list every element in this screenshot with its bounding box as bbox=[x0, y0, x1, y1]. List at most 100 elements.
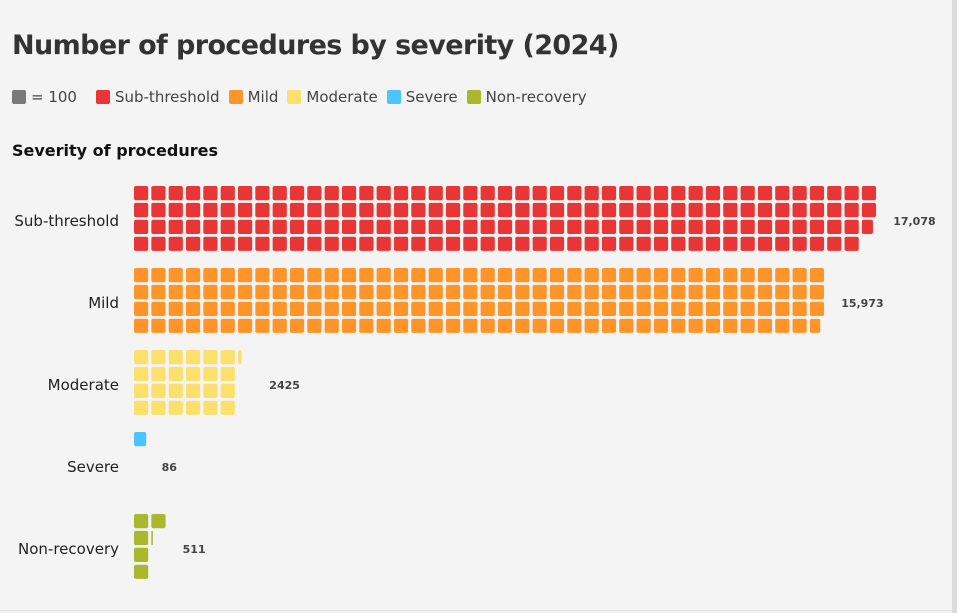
waffle-square bbox=[497, 318, 513, 333]
waffle-square bbox=[272, 284, 287, 300]
waffle-square bbox=[792, 318, 807, 333]
waffle-square bbox=[203, 301, 218, 316]
waffle-square bbox=[237, 219, 253, 234]
waffle-square bbox=[185, 383, 201, 398]
waffle-square bbox=[134, 530, 149, 546]
category-label-moderate: Moderate bbox=[48, 376, 119, 394]
value-label-severe: 86 bbox=[162, 461, 178, 474]
waffle-square bbox=[134, 236, 149, 251]
waffle-square bbox=[515, 284, 530, 300]
waffle-square bbox=[549, 202, 565, 218]
category-label-mild: Mild bbox=[88, 294, 119, 312]
waffle-square bbox=[237, 202, 253, 218]
waffle-square bbox=[549, 268, 565, 283]
waffle-square bbox=[255, 219, 270, 234]
waffle-square bbox=[393, 219, 409, 234]
value-label-moderate: 2425 bbox=[269, 379, 300, 392]
waffle-square bbox=[428, 301, 443, 316]
waffle-square bbox=[255, 202, 270, 218]
waffle-square bbox=[636, 301, 651, 316]
waffle-square bbox=[445, 236, 461, 251]
waffle-square bbox=[134, 219, 149, 234]
waffle-square bbox=[792, 202, 807, 218]
waffle-square bbox=[255, 268, 270, 283]
waffle-square bbox=[809, 268, 825, 283]
category-label-non-recovery: Non-recovery bbox=[18, 540, 119, 558]
legend-label-sub-threshold: Sub-threshold bbox=[114, 88, 220, 106]
waffle-square bbox=[237, 236, 253, 251]
waffle-square bbox=[584, 268, 599, 283]
waffle-square bbox=[515, 186, 530, 201]
waffle-square bbox=[168, 202, 183, 218]
waffle-square bbox=[775, 219, 790, 234]
waffle-square bbox=[532, 284, 547, 300]
waffle-square bbox=[393, 268, 409, 283]
waffle-square bbox=[237, 186, 253, 201]
waffle-square bbox=[844, 219, 859, 234]
waffle-square bbox=[289, 236, 305, 251]
waffle-square bbox=[671, 202, 686, 218]
waffle-square bbox=[203, 268, 218, 283]
waffle-square bbox=[203, 284, 218, 300]
waffle-square bbox=[688, 236, 703, 251]
waffle-square bbox=[324, 236, 339, 251]
waffle-square bbox=[220, 383, 235, 398]
waffle-square bbox=[688, 268, 703, 283]
waffle-square bbox=[567, 268, 582, 283]
waffle-square bbox=[411, 202, 426, 218]
waffle-square bbox=[272, 186, 287, 201]
waffle-square bbox=[723, 318, 738, 333]
waffle-square bbox=[601, 202, 617, 218]
waffle-square bbox=[584, 236, 599, 251]
waffle-square bbox=[185, 284, 201, 300]
waffle-square bbox=[393, 186, 409, 201]
waffle-square bbox=[653, 301, 669, 316]
waffle-square bbox=[619, 318, 634, 333]
waffle-square bbox=[584, 301, 599, 316]
waffle-square bbox=[809, 284, 825, 300]
waffle-square bbox=[653, 284, 669, 300]
waffle-square bbox=[203, 236, 218, 251]
waffle-square bbox=[688, 301, 703, 316]
legend-item-sub-threshold: Sub-threshold bbox=[95, 88, 220, 106]
waffle-square bbox=[653, 202, 669, 218]
waffle-square bbox=[619, 268, 634, 283]
waffle-square bbox=[532, 236, 547, 251]
waffle-square bbox=[671, 284, 686, 300]
waffle-square bbox=[168, 301, 183, 316]
waffle-square bbox=[653, 236, 669, 251]
waffle-square bbox=[723, 219, 738, 234]
waffle-square bbox=[567, 318, 582, 333]
waffle-square bbox=[757, 202, 773, 218]
waffle-square bbox=[740, 236, 755, 251]
scrollbar-track[interactable] bbox=[952, 0, 957, 613]
waffle-square bbox=[324, 186, 339, 201]
waffle-square bbox=[151, 318, 166, 333]
waffle-square bbox=[653, 219, 669, 234]
waffle-square bbox=[775, 202, 790, 218]
waffle-square bbox=[515, 202, 530, 218]
waffle-square bbox=[307, 301, 322, 316]
waffle-square bbox=[723, 236, 738, 251]
legend-label-mild: Mild bbox=[247, 88, 279, 106]
waffle-square bbox=[567, 186, 582, 201]
waffle-square bbox=[532, 318, 547, 333]
waffle-square bbox=[220, 186, 235, 201]
waffle-square bbox=[445, 219, 461, 234]
waffle-group-moderate: Moderate 2425 bbox=[48, 350, 300, 415]
waffle-square bbox=[168, 236, 183, 251]
waffle-square bbox=[463, 202, 478, 218]
waffle-square bbox=[775, 284, 790, 300]
waffle-square bbox=[775, 301, 790, 316]
value-label-non-recovery: 511 bbox=[183, 543, 206, 556]
waffle-square bbox=[393, 202, 409, 218]
waffle-square bbox=[827, 236, 842, 251]
waffle-square bbox=[151, 284, 166, 300]
legend-swatch-moderate bbox=[287, 90, 302, 104]
waffle-square bbox=[134, 350, 149, 365]
waffle-square bbox=[376, 236, 391, 251]
category-label-severe: Severe bbox=[67, 458, 119, 476]
waffle-square bbox=[619, 284, 634, 300]
waffle-square bbox=[359, 318, 374, 333]
waffle-square bbox=[341, 268, 357, 283]
